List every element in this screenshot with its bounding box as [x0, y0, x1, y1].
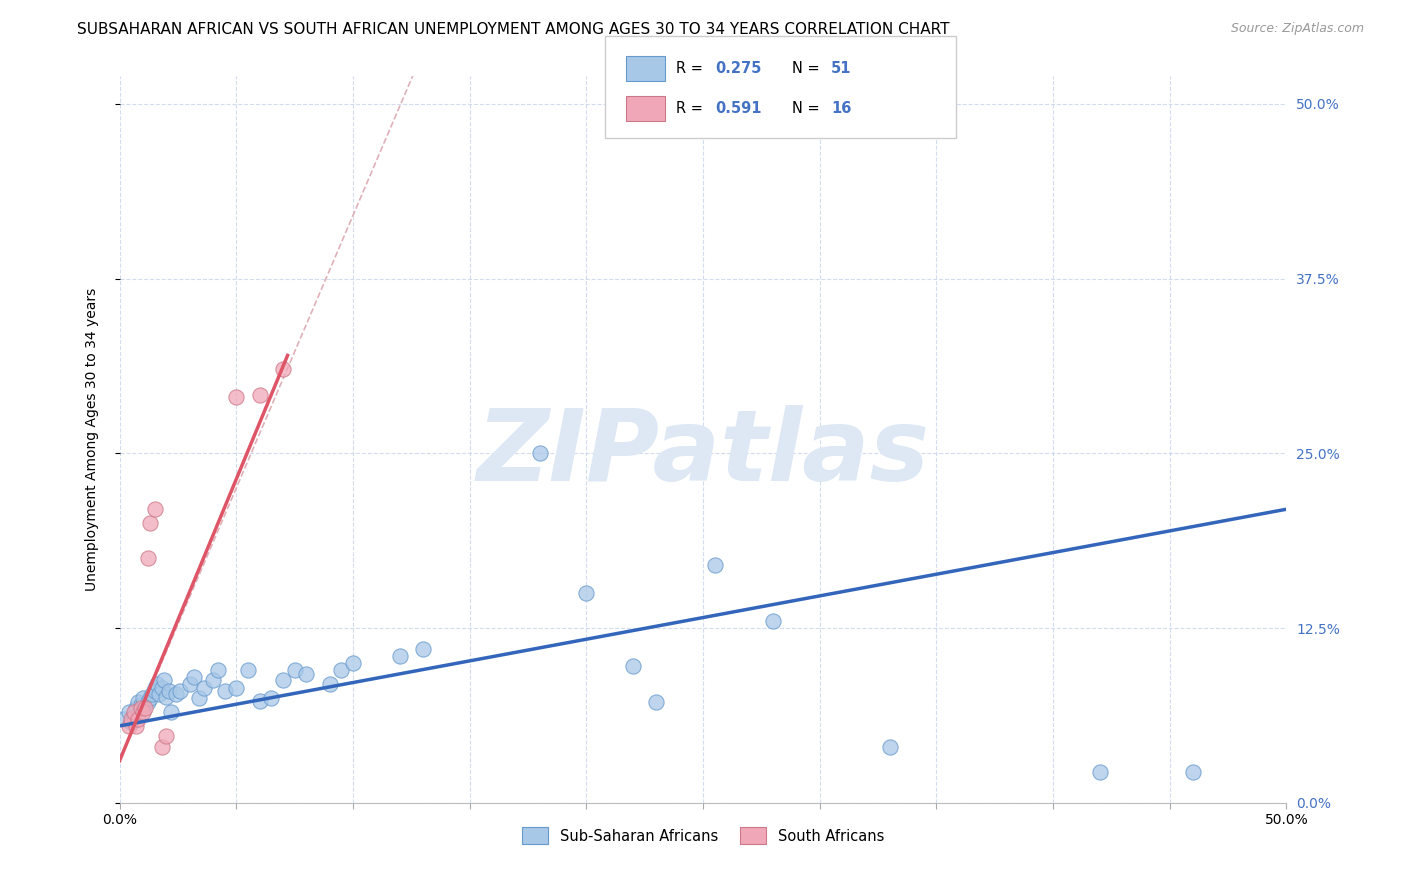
Point: [318, 677, 340, 691]
Text: 16: 16: [831, 101, 851, 116]
Point: [330, 663, 353, 677]
Point: [388, 648, 411, 663]
Text: 0.591: 0.591: [716, 101, 762, 116]
Point: [120, 712, 142, 726]
Point: [160, 705, 183, 719]
Point: [132, 705, 155, 719]
Text: R =: R =: [676, 101, 707, 116]
Point: [529, 446, 551, 460]
Point: [703, 558, 725, 573]
Point: [207, 663, 229, 677]
Point: [122, 705, 145, 719]
Point: [179, 677, 201, 691]
Point: [412, 642, 434, 657]
Point: [236, 663, 259, 677]
Point: [165, 687, 187, 701]
Point: [284, 663, 307, 677]
Point: [150, 681, 173, 695]
Point: [260, 690, 283, 705]
Point: [225, 390, 247, 404]
Point: [214, 684, 236, 698]
Point: [1088, 765, 1111, 780]
Point: [249, 387, 271, 401]
Point: [155, 729, 177, 743]
Point: [136, 695, 159, 709]
Point: [762, 614, 785, 628]
Point: [143, 681, 166, 695]
Point: [132, 690, 155, 705]
Point: [225, 681, 247, 695]
Point: [193, 681, 215, 695]
Text: ZIPatlas: ZIPatlas: [477, 405, 929, 502]
Point: [621, 658, 644, 673]
Text: N =: N =: [792, 101, 824, 116]
Point: [187, 690, 209, 705]
Point: [155, 690, 177, 704]
Point: [143, 502, 166, 516]
Point: [146, 677, 169, 691]
Point: [201, 673, 224, 687]
Text: N =: N =: [792, 61, 824, 76]
Text: 51: 51: [831, 61, 852, 76]
Point: [118, 705, 141, 719]
Legend: Sub-Saharan Africans, South Africans: Sub-Saharan Africans, South Africans: [516, 822, 890, 850]
Point: [122, 709, 145, 723]
Text: R =: R =: [676, 61, 707, 76]
Point: [169, 684, 191, 698]
Point: [143, 684, 166, 698]
Point: [125, 719, 148, 733]
Point: [141, 687, 163, 701]
Point: [112, 712, 135, 726]
Point: [153, 673, 176, 687]
Point: [129, 698, 152, 712]
Point: [645, 695, 668, 709]
Point: [879, 739, 901, 754]
Y-axis label: Unemployment Among Ages 30 to 34 years: Unemployment Among Ages 30 to 34 years: [84, 288, 98, 591]
Point: [342, 656, 364, 670]
Point: [148, 687, 170, 701]
Point: [129, 700, 152, 714]
Text: Source: ZipAtlas.com: Source: ZipAtlas.com: [1230, 22, 1364, 36]
Point: [139, 690, 162, 705]
Point: [127, 695, 149, 709]
Point: [118, 719, 141, 733]
Point: [271, 673, 294, 687]
Point: [271, 362, 294, 376]
Point: [127, 712, 149, 726]
Point: [575, 586, 598, 600]
Text: 0.275: 0.275: [716, 61, 762, 76]
Point: [136, 551, 159, 566]
Point: [150, 739, 173, 754]
Point: [120, 714, 142, 729]
Point: [249, 694, 271, 708]
Point: [183, 670, 205, 684]
Point: [132, 700, 155, 714]
Point: [157, 684, 180, 698]
Point: [125, 700, 148, 714]
Point: [139, 516, 162, 531]
Point: [1182, 765, 1205, 780]
Text: SUBSAHARAN AFRICAN VS SOUTH AFRICAN UNEMPLOYMENT AMONG AGES 30 TO 34 YEARS CORRE: SUBSAHARAN AFRICAN VS SOUTH AFRICAN UNEM…: [77, 22, 950, 37]
Point: [134, 700, 156, 714]
Point: [295, 667, 318, 681]
